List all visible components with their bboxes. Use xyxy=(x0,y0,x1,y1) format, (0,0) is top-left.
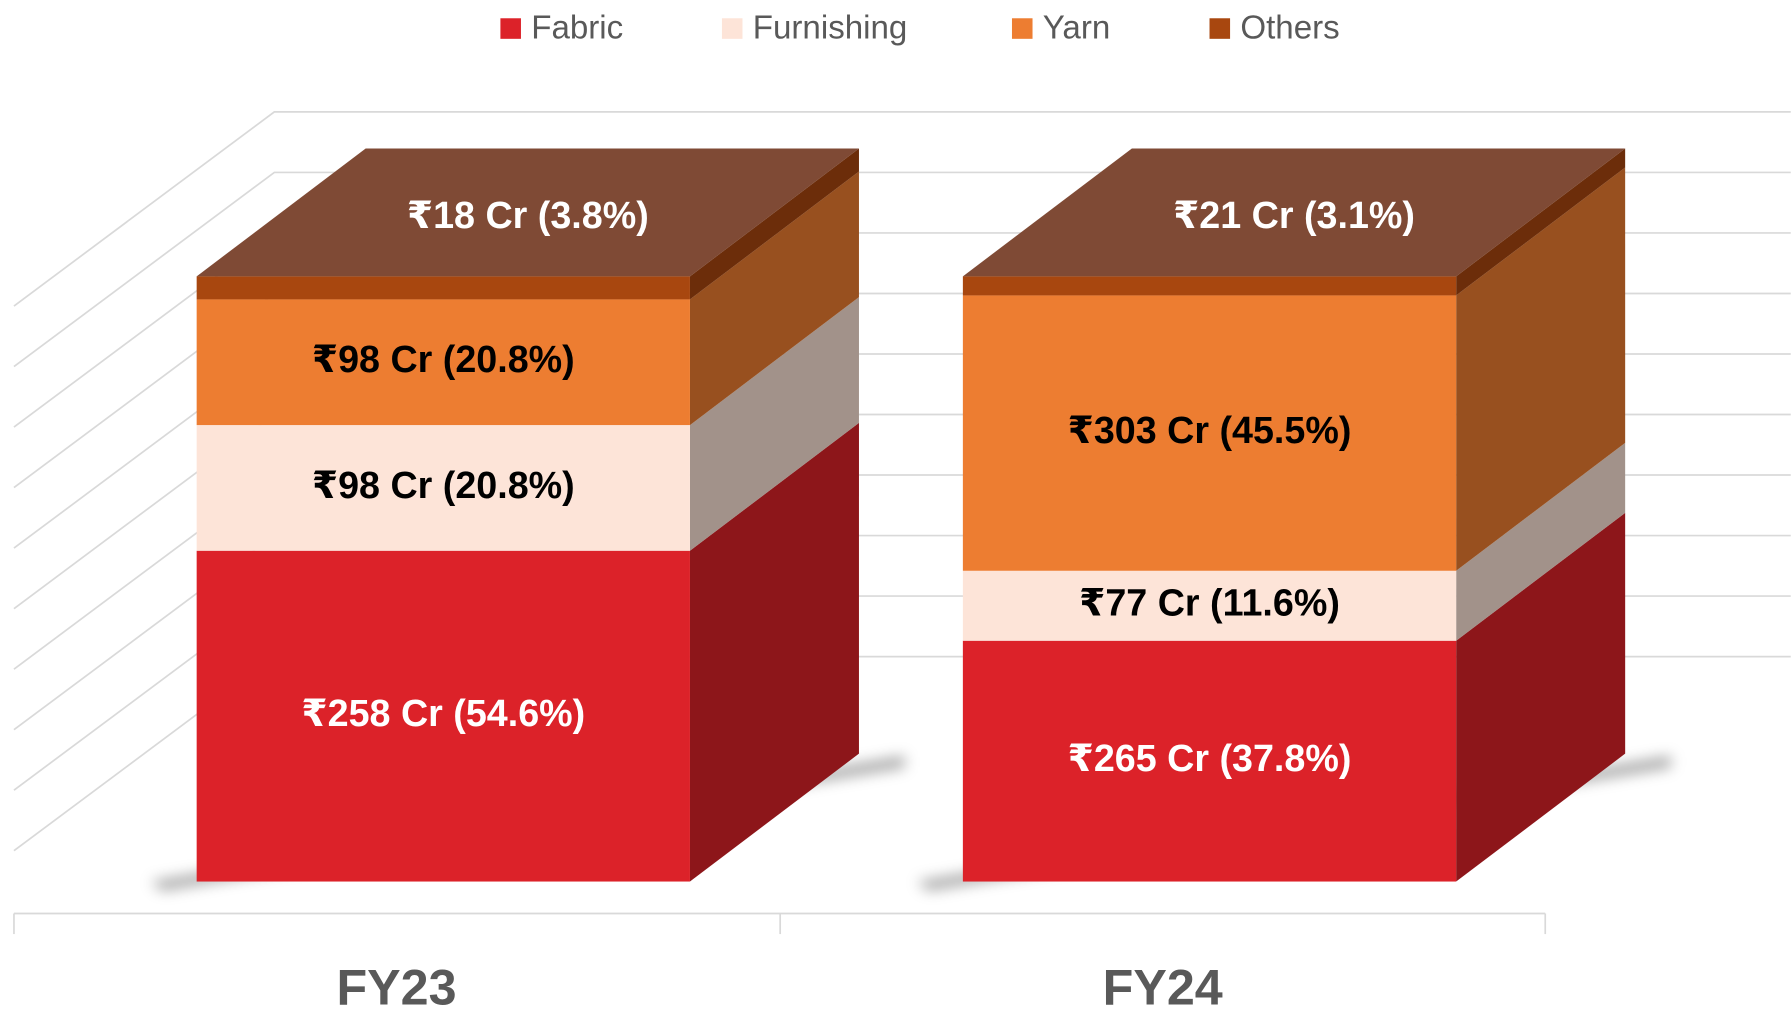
bar xyxy=(196,550,690,882)
bar xyxy=(962,295,1457,571)
bar-top xyxy=(196,148,859,277)
x-tick-label: FY23 xyxy=(336,959,456,1014)
legend-swatch xyxy=(721,18,743,39)
bar-stack: ₹258 Cr (54.6%) ₹98 Cr (20.8%) ₹98 Cr (20.… xyxy=(150,148,905,891)
wall-line xyxy=(13,111,1791,307)
bar xyxy=(196,276,690,300)
bar xyxy=(962,640,1457,882)
bar-top xyxy=(962,148,1626,277)
bar xyxy=(962,570,1457,641)
bar-stack: ₹265 Cr (37.8%) ₹77 Cr (11.6%) ₹303 Cr (45… xyxy=(917,148,1671,891)
data-label: ₹77 Cr (11.6%) xyxy=(1079,582,1340,624)
legend-swatch xyxy=(500,18,521,39)
bar-side xyxy=(689,297,859,551)
legend-label: Fabric xyxy=(531,9,623,46)
legend-label: Yarn xyxy=(1043,9,1110,46)
bar-side xyxy=(1456,512,1626,882)
bar xyxy=(196,425,690,551)
bar-side xyxy=(689,148,859,300)
data-label: ₹21 Cr (3.1%) xyxy=(1173,194,1415,236)
x-tick-label: FY24 xyxy=(1103,959,1223,1014)
data-label: ₹18 Cr (3.8%) xyxy=(407,194,649,236)
bar xyxy=(962,276,1457,296)
bar-side xyxy=(1456,442,1626,641)
data-label: ₹98 Cr (20.8%) xyxy=(312,464,575,506)
data-label: ₹303 Cr (45.5%) xyxy=(1068,409,1352,451)
bar-side xyxy=(1456,167,1626,571)
bar-side xyxy=(689,422,859,882)
legend-swatch xyxy=(1011,18,1033,39)
bar-side xyxy=(1456,148,1626,296)
legend-label: Others xyxy=(1240,9,1339,46)
data-label: ₹258 Cr (54.6%) xyxy=(301,692,585,734)
data-label: ₹98 Cr (20.8%) xyxy=(312,338,575,380)
legend-swatch xyxy=(1209,18,1231,39)
legend-label: Furnishing xyxy=(753,9,908,46)
data-label: ₹265 Cr (37.8%) xyxy=(1068,737,1352,779)
bar-side xyxy=(689,171,859,426)
bar xyxy=(196,299,690,426)
